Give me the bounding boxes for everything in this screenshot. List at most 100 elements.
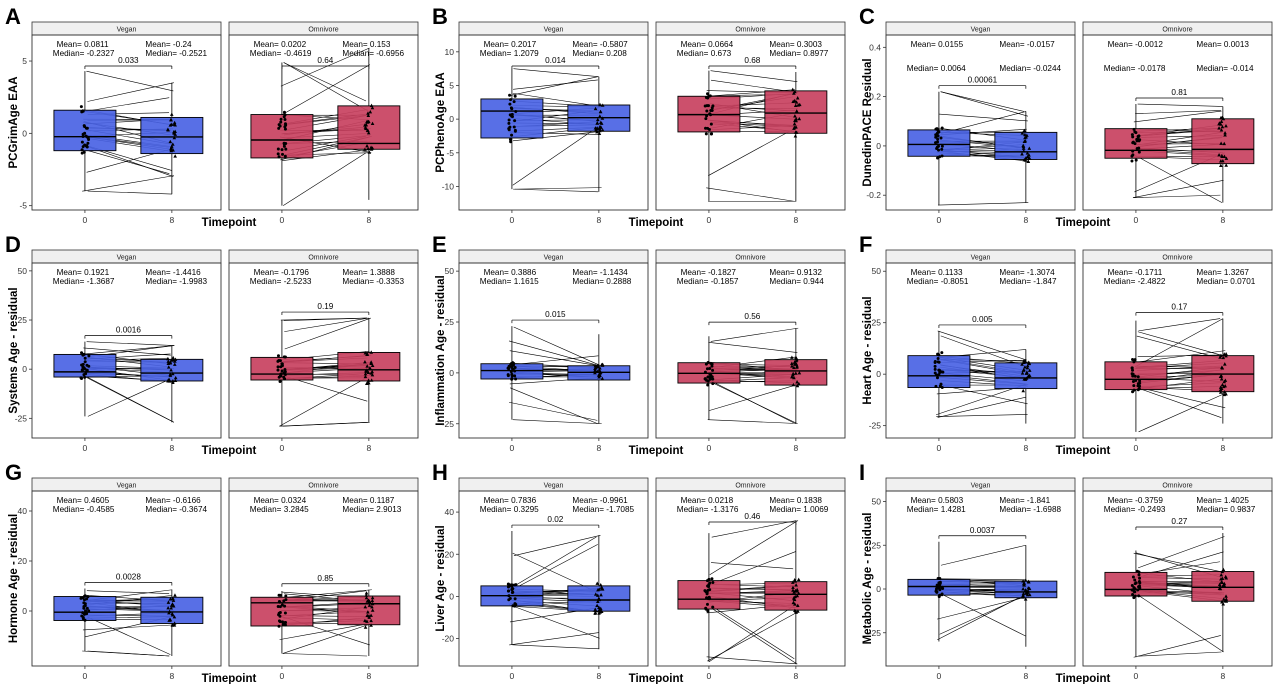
median-t8: Median= -0.3353 <box>342 277 404 286</box>
pair-line <box>82 651 169 656</box>
point-t0 <box>708 581 711 584</box>
point-t8 <box>791 88 795 91</box>
point-t0 <box>84 602 87 605</box>
point-t0 <box>284 148 287 151</box>
facet-label: Vegan <box>544 27 564 34</box>
median-t8: Median= -0.014 <box>1196 64 1254 73</box>
mean-t0: Mean= 0.0324 <box>254 496 307 505</box>
facet-label: Vegan <box>117 483 137 490</box>
facet-label: Vegan <box>971 483 991 490</box>
point-t0 <box>1137 147 1140 150</box>
point-t0 <box>1134 595 1137 598</box>
mean-t8: Mean= -1.4416 <box>145 268 201 277</box>
point-t0 <box>710 577 713 580</box>
y-axis-title: Metabolic Age - residual <box>862 513 874 645</box>
facet-label: Omnivore <box>1162 255 1192 262</box>
point-t0 <box>941 587 944 590</box>
point-t0 <box>1135 139 1138 142</box>
point-t0 <box>284 113 287 116</box>
point-t0 <box>82 617 85 620</box>
x-tick-label: 0 <box>510 215 515 225</box>
y-tick-label: -20 <box>442 634 455 644</box>
point-t0 <box>934 372 937 375</box>
point-t0 <box>1138 382 1141 385</box>
facet-label: Vegan <box>544 483 564 490</box>
point-t0 <box>711 369 714 372</box>
pair-line <box>510 537 596 589</box>
mean-t0: Mean= 0.0155 <box>911 40 964 49</box>
point-t0 <box>281 362 284 365</box>
point-t0 <box>508 126 511 129</box>
pair-line <box>282 654 367 657</box>
pair-line <box>509 77 598 96</box>
point-t0 <box>511 361 514 364</box>
y-axis-title: PCPhenoAge EAA <box>435 72 447 172</box>
pair-line <box>513 69 598 77</box>
point-t0 <box>1137 134 1140 137</box>
mean-t8: Mean= -0.9961 <box>572 496 628 505</box>
pair-line <box>514 356 598 365</box>
y-tick-label: 0 <box>449 368 454 378</box>
panel-letter: H <box>432 460 448 485</box>
point-t0 <box>705 608 708 611</box>
point-t0 <box>704 117 707 120</box>
y-tick-label: 40 <box>18 506 28 516</box>
y-axis-title: Inflammation Age - residual <box>435 275 447 425</box>
point-t0 <box>938 577 941 580</box>
point-t0 <box>80 615 83 618</box>
y-tick-label: 5 <box>22 56 27 66</box>
median-t0: Median= -0.0178 <box>1104 64 1166 73</box>
mean-t0: Mean= 0.3886 <box>484 268 537 277</box>
point-t0 <box>1138 577 1141 580</box>
pair-line <box>513 80 598 89</box>
point-t0 <box>284 598 287 601</box>
pair-line <box>709 606 794 662</box>
point-t0 <box>934 368 937 371</box>
panel-letter: E <box>432 232 447 257</box>
mean-t8: Mean= 0.0013 <box>1196 40 1249 49</box>
point-t0 <box>510 134 513 137</box>
x-tick-label: 8 <box>793 443 798 453</box>
point-t0 <box>279 125 282 128</box>
point-t8 <box>365 591 369 594</box>
point-t0 <box>1133 389 1136 392</box>
point-t0 <box>939 136 942 139</box>
point-t0 <box>283 145 286 148</box>
pair-line <box>712 521 797 538</box>
box-t0 <box>251 62 313 205</box>
panel-letter: A <box>5 4 21 29</box>
box-body <box>481 99 543 138</box>
x-tick-label: 0 <box>707 671 712 681</box>
point-t0 <box>278 155 281 158</box>
mean-t0: Mean= 0.0218 <box>681 496 734 505</box>
facet-label: Omnivore <box>735 483 765 490</box>
point-t0 <box>507 122 510 125</box>
point-t0 <box>937 373 940 376</box>
box-t8 <box>765 328 827 424</box>
mean-t8: Mean= -1.3074 <box>999 268 1055 277</box>
median-t0: Median= 0.673 <box>677 49 732 58</box>
point-t0 <box>508 103 511 106</box>
point-t8 <box>1021 389 1025 392</box>
median-t0: Median= -1.3176 <box>677 505 739 514</box>
point-t0 <box>279 380 282 383</box>
pair-line <box>82 346 174 355</box>
pair-line <box>515 188 602 190</box>
x-tick-label: 0 <box>83 443 88 453</box>
point-t0 <box>1132 373 1135 376</box>
y-tick-label: 20 <box>18 556 28 566</box>
point-t0 <box>83 143 86 146</box>
y-tick-label: 50 <box>445 266 455 276</box>
y-tick-label: -25 <box>15 413 28 423</box>
point-t0 <box>706 376 709 379</box>
point-t0 <box>277 152 280 155</box>
median-t8: Median= -1.9983 <box>145 277 207 286</box>
pair-line <box>279 378 366 426</box>
point-t0 <box>708 588 711 591</box>
point-t0 <box>703 589 706 592</box>
point-t0 <box>1136 570 1139 573</box>
pair-line <box>512 645 599 649</box>
box-t0 <box>908 542 970 642</box>
